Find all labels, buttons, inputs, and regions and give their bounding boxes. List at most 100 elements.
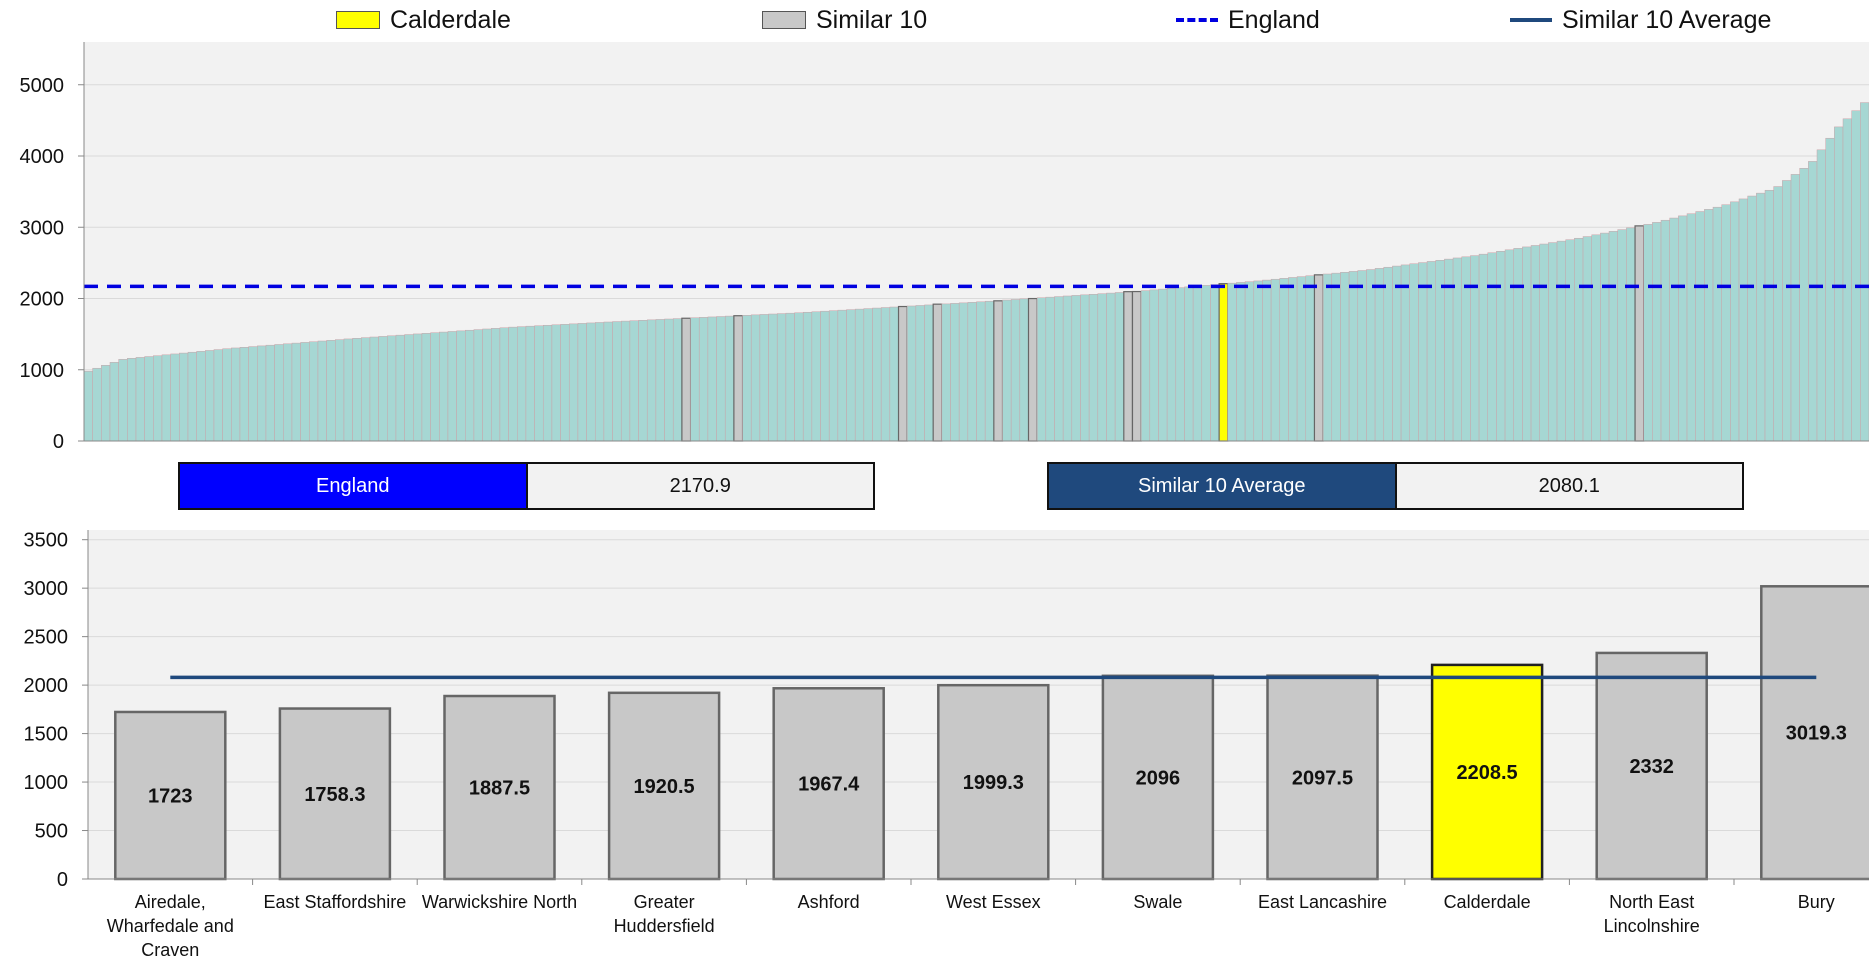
y-tick-label: 2000 bbox=[20, 289, 65, 311]
bar bbox=[1348, 271, 1359, 442]
bar bbox=[1686, 213, 1696, 442]
bar bbox=[1409, 263, 1419, 442]
bar bbox=[265, 344, 275, 442]
bar bbox=[1201, 285, 1211, 442]
bar bbox=[1340, 272, 1350, 442]
bar bbox=[915, 305, 925, 442]
y-tick-label: 1500 bbox=[24, 724, 69, 746]
bar bbox=[872, 307, 882, 442]
x-tick-label: East Lancashire bbox=[1257, 892, 1388, 912]
bar bbox=[473, 329, 483, 442]
bar-value-label: 1920.5 bbox=[634, 776, 695, 798]
bar bbox=[378, 336, 388, 442]
bar bbox=[1192, 285, 1203, 442]
bar bbox=[941, 303, 951, 442]
bar bbox=[828, 310, 839, 442]
bar-similar bbox=[1123, 291, 1134, 442]
bar bbox=[1617, 229, 1627, 442]
bar bbox=[1279, 278, 1289, 442]
bar bbox=[1782, 180, 1792, 442]
bar bbox=[222, 348, 232, 442]
y-tick-label: 2000 bbox=[24, 675, 69, 697]
bar bbox=[1851, 110, 1861, 442]
bar bbox=[1418, 262, 1428, 442]
england-value-label: England bbox=[180, 464, 526, 508]
legend-label: Calderdale bbox=[390, 5, 511, 34]
x-tick-label: Greater Huddersfield bbox=[613, 892, 715, 936]
bar bbox=[1574, 237, 1584, 442]
bar bbox=[395, 334, 405, 442]
bar bbox=[750, 314, 761, 442]
bar bbox=[1582, 236, 1592, 442]
legend-swatch bbox=[1176, 18, 1218, 22]
y-tick-label: 3000 bbox=[24, 578, 69, 600]
bar bbox=[1184, 286, 1194, 442]
england-value: 2170.9 bbox=[525, 464, 873, 508]
y-tick-label: 5000 bbox=[20, 75, 65, 97]
bar bbox=[135, 357, 145, 442]
bar bbox=[690, 317, 700, 442]
bar-value-label: 2332 bbox=[1629, 756, 1674, 778]
bar bbox=[352, 337, 362, 442]
bar bbox=[958, 302, 969, 442]
bar-value-label: 2096 bbox=[1136, 767, 1181, 789]
bar bbox=[837, 309, 847, 442]
bar bbox=[863, 308, 873, 442]
bar-similar bbox=[278, 707, 392, 881]
bar bbox=[1175, 287, 1185, 442]
bar-similar bbox=[772, 687, 885, 881]
bar bbox=[1097, 293, 1107, 442]
england-value-box: England 2170.9 bbox=[178, 462, 875, 510]
bar bbox=[439, 331, 449, 442]
bar bbox=[1210, 284, 1220, 442]
bar bbox=[1825, 137, 1835, 442]
bar bbox=[577, 323, 587, 442]
bar bbox=[1834, 126, 1844, 442]
bar-similar bbox=[1595, 651, 1708, 881]
bar bbox=[1158, 288, 1168, 442]
bar bbox=[326, 340, 336, 442]
bar bbox=[1045, 296, 1055, 442]
bar bbox=[1288, 277, 1298, 442]
bar bbox=[92, 367, 102, 442]
bar bbox=[594, 322, 605, 442]
bar bbox=[170, 353, 180, 442]
bar bbox=[1548, 242, 1558, 442]
bar bbox=[1790, 174, 1800, 442]
bar bbox=[404, 334, 414, 442]
bar-calderdale bbox=[1218, 283, 1229, 442]
bar bbox=[1721, 204, 1731, 442]
y-tick-label: 1000 bbox=[20, 360, 65, 382]
bar bbox=[179, 352, 189, 442]
bar bbox=[776, 313, 787, 442]
bar bbox=[83, 370, 93, 442]
legend-item: Similar 10 bbox=[762, 4, 927, 36]
bar bbox=[1496, 251, 1506, 442]
bar bbox=[1166, 288, 1177, 442]
bar bbox=[1270, 278, 1281, 442]
legend-item: England bbox=[1176, 4, 1320, 36]
bar bbox=[300, 342, 310, 442]
bar bbox=[482, 328, 492, 442]
y-tick-label: 3000 bbox=[20, 217, 65, 239]
bar bbox=[976, 301, 986, 442]
bar bbox=[759, 314, 769, 442]
bar bbox=[1062, 295, 1073, 442]
x-tick-label: Bury bbox=[1797, 892, 1835, 912]
bar bbox=[1773, 186, 1783, 442]
bar bbox=[967, 302, 977, 442]
bar bbox=[1149, 289, 1159, 442]
bar bbox=[153, 355, 163, 442]
bar bbox=[568, 323, 579, 442]
bar bbox=[1236, 282, 1246, 442]
y-tick-label: 0 bbox=[57, 869, 68, 890]
bar bbox=[811, 311, 821, 442]
bar bbox=[1366, 269, 1376, 442]
bar bbox=[1010, 299, 1021, 442]
bar bbox=[1860, 102, 1869, 442]
bar bbox=[1808, 161, 1818, 442]
bar bbox=[1565, 239, 1575, 442]
legend-label: England bbox=[1228, 5, 1320, 34]
bar bbox=[1842, 118, 1852, 442]
bar bbox=[1660, 219, 1670, 442]
